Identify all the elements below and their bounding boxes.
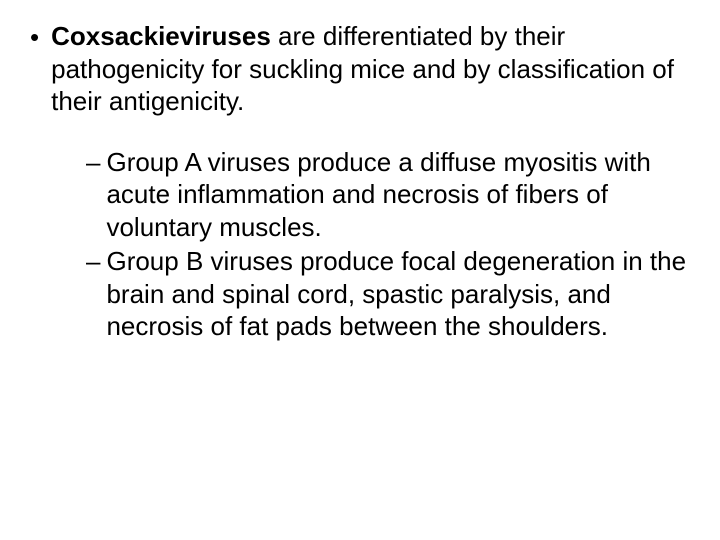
sub-item-text: Group B viruses produce focal degenerati… bbox=[106, 245, 690, 343]
sub-bullet-list: – Group A viruses produce a diffuse myos… bbox=[86, 146, 690, 343]
sub-item: – Group A viruses produce a diffuse myos… bbox=[86, 146, 690, 244]
main-bullet-text: Coxsackieviruses are differentiated by t… bbox=[51, 20, 690, 118]
main-bullet-item: • Coxsackieviruses are differentiated by… bbox=[30, 20, 690, 118]
sub-item-label: Group B viruses bbox=[106, 246, 292, 276]
sub-item-label: Group A viruses bbox=[106, 147, 290, 177]
sub-item-text: Group A viruses produce a diffuse myosit… bbox=[106, 146, 690, 244]
dash-marker-icon: – bbox=[86, 146, 100, 179]
sub-item: – Group B viruses produce focal degenera… bbox=[86, 245, 690, 343]
main-bold-term: Coxsackieviruses bbox=[51, 21, 271, 51]
dash-marker-icon: – bbox=[86, 245, 100, 278]
bullet-marker-icon: • bbox=[30, 22, 39, 53]
